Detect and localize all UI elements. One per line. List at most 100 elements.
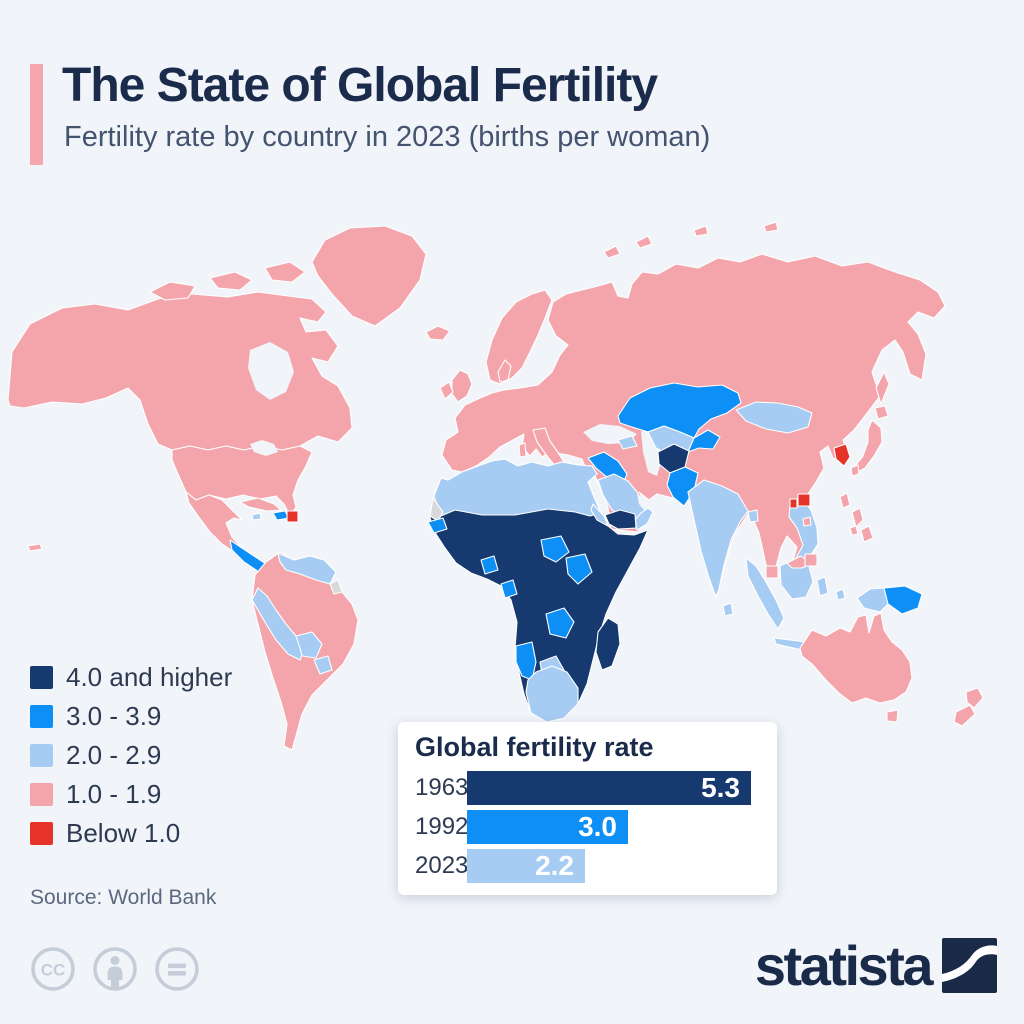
- map-region-jamaica: [251, 512, 262, 521]
- legend-swatch: [30, 666, 53, 689]
- map-region-western-sahara: [429, 497, 444, 522]
- bar-1963: 5.3: [467, 771, 751, 805]
- map-region-zambia-zimbabwe: [545, 607, 575, 639]
- map-region-hainan: [802, 516, 812, 527]
- map-region-denmark: [497, 359, 512, 383]
- title-accent-bar: [30, 64, 43, 165]
- header: The State of Global Fertility Fertility …: [30, 59, 711, 165]
- map-region-iceland: [425, 325, 451, 341]
- map-region-novaya-zemlya: [635, 235, 653, 249]
- legend-swatch: [30, 783, 53, 806]
- legend-label: 4.0 and higher: [66, 662, 233, 692]
- map-region-kyushu: [850, 464, 860, 477]
- map-region-japan: [854, 419, 883, 473]
- map-region-singapore: [765, 565, 779, 579]
- map-region-macau: [789, 498, 798, 509]
- inset-chart-card: Global fertility rate 1963 5.3 1992 3.0 …: [398, 722, 777, 895]
- bar-value-label: 5.3: [701, 772, 740, 803]
- legend-item: 2.0 - 2.9: [30, 736, 232, 775]
- map-region-canada-alaska: [7, 291, 353, 451]
- map-great-lakes: [250, 440, 278, 456]
- map-region-mexico: [185, 491, 243, 553]
- map-region-sakhalin: [875, 371, 890, 405]
- map-region-hokkaido: [874, 405, 889, 420]
- map-region-cuba: [239, 497, 282, 512]
- map-region-india: [687, 479, 749, 598]
- legend-label: 3.0 - 3.9: [66, 701, 162, 731]
- bar-value-label: 2.2: [535, 850, 574, 881]
- legend-swatch: [30, 822, 53, 845]
- map-region-siberian-islands: [763, 221, 779, 233]
- map-region-taiwan: [839, 492, 851, 509]
- map-region-sulawesi: [816, 576, 829, 597]
- inset-chart-title: Global fertility rate: [415, 732, 654, 762]
- footer: CC statista: [0, 934, 1024, 1024]
- attribution-person-icon: [93, 947, 137, 991]
- map-region-bolivia: [295, 631, 323, 659]
- map-region-new-zealand-south: [953, 704, 976, 727]
- bar-year-label: 1963: [415, 774, 469, 801]
- map-region-kenya-uganda: [565, 553, 593, 585]
- map-region-yemen: [604, 509, 637, 530]
- map-region-kazakhstan: [617, 382, 742, 439]
- map-region-senegal: [427, 517, 448, 534]
- map-region-madagascar: [595, 617, 621, 671]
- map-region-new-zealand-north: [965, 687, 984, 709]
- svg-text:CC: CC: [41, 961, 66, 980]
- map-region-moluccas: [835, 588, 846, 601]
- page-title: The State of Global Fertility: [62, 59, 658, 112]
- map-region-gabon: [500, 579, 518, 599]
- map-region-philippines: [849, 525, 859, 536]
- statista-logo: statista: [754, 934, 997, 997]
- map-baltic-sea: [528, 346, 548, 380]
- legend-swatch: [30, 744, 53, 767]
- legend-label: Below 1.0: [66, 818, 181, 848]
- map-legend: 4.0 and higher 3.0 - 3.9 2.0 - 2.9 1.0 -…: [30, 658, 232, 853]
- bar-value-label: 3.0: [578, 811, 617, 842]
- legend-item: 3.0 - 3.9: [30, 697, 232, 736]
- map-region-philippines: [860, 525, 874, 543]
- map-region-south-sudan: [540, 535, 570, 563]
- map-region-arctic-islands: [264, 261, 306, 283]
- map-region-oman: [634, 507, 654, 531]
- map-region-arctic-islands: [209, 271, 253, 291]
- map-region-brunei: [804, 553, 818, 567]
- bar-row: 1992 3.0: [415, 810, 777, 844]
- map-hudson-bay: [248, 342, 294, 400]
- map-region-greenland: [311, 225, 427, 327]
- source-note: Source: World Bank: [30, 886, 217, 909]
- map-region-papua-new-guinea: [883, 585, 923, 615]
- legend-item: 4.0 and higher: [30, 658, 232, 697]
- page-subtitle: Fertility rate by country in 2023 (birth…: [64, 120, 711, 153]
- no-derivatives-equals-icon: [155, 947, 199, 991]
- legend-label: 2.0 - 2.9: [66, 740, 162, 770]
- legend-label: 1.0 - 1.9: [66, 779, 162, 809]
- map-region-siberian-islands: [693, 225, 709, 237]
- map-region-hong-kong: [797, 493, 811, 507]
- map-region-tasmania: [886, 709, 899, 723]
- map-region-arctic-islands: [149, 281, 196, 301]
- map-region-ireland: [439, 381, 454, 400]
- map-region-novaya-zemlya: [603, 245, 621, 259]
- map-region-sumatra: [745, 557, 785, 630]
- statista-wordmark: statista: [754, 934, 934, 997]
- map-region-puerto-rico: [286, 510, 299, 523]
- legend-item: Below 1.0: [30, 814, 232, 853]
- map-region-north-africa: [433, 458, 602, 517]
- map-region-west-new-guinea: [856, 587, 889, 613]
- map-region-south-africa: [525, 665, 579, 723]
- map-region-paraguay: [313, 655, 333, 675]
- map-region-eritrea: [590, 503, 609, 527]
- statista-logo-icon: [942, 938, 997, 993]
- map-region-sri-lanka: [722, 602, 734, 617]
- map-region-mongolia: [735, 401, 813, 434]
- bar-1992: 3.0: [467, 810, 628, 844]
- license-icons: CC: [30, 946, 200, 992]
- bar-row: 2023 2.2: [415, 849, 777, 883]
- map-region-hawaii: [27, 543, 43, 552]
- map-region-philippines: [851, 507, 864, 528]
- map-region-caucasus: [617, 435, 638, 450]
- map-region-australia: [799, 612, 913, 704]
